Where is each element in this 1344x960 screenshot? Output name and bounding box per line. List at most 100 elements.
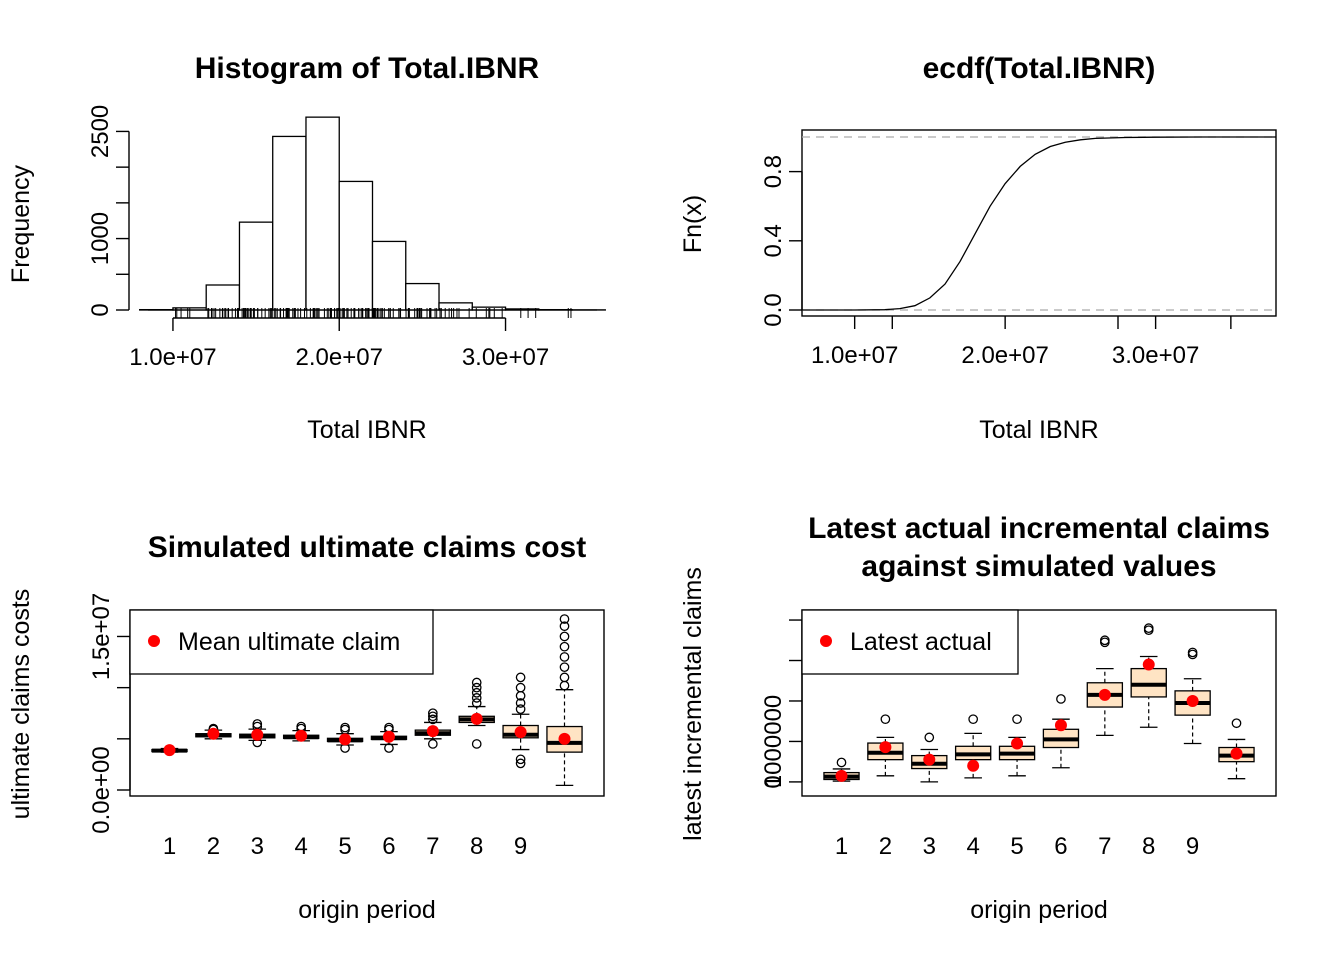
incremental-claims-outlier: [1099, 635, 1110, 646]
ultimate-claims-outlier: [427, 714, 438, 725]
ultimate-claims-mean-point: [382, 730, 395, 743]
ultimate-claims-outlier: [471, 698, 482, 708]
ultimate-claims-outlier: [515, 704, 526, 714]
ecdf-marks: 0.0 0.4 0.8 1.0e+07 2.0e+07 3.0e+07: [760, 129, 1277, 369]
incremental-claims-actual-point: [835, 769, 848, 782]
incremental-claims-outlier: [1231, 718, 1242, 729]
incremental-claims-outlier: [1012, 714, 1022, 725]
ultimate-claims-outlier: [427, 711, 438, 722]
ultimate-claims-outlier: [515, 758, 526, 769]
incremental-claims-actual-point: [1186, 694, 1199, 707]
incremental-claims-x-tick-label: 6: [1054, 833, 1067, 860]
ecdf-y-label: Fn(x): [679, 195, 707, 253]
ultimate-claims-mean-point: [558, 732, 571, 745]
ultimate-claims-outlier: [471, 687, 482, 698]
incremental-claims-x-tick-label: 2: [879, 833, 892, 860]
incremental-claims-legend-label: Latest actual: [850, 628, 992, 656]
ultimate-claims-legend-marker: [148, 635, 160, 647]
incremental-claims-x-tick-label: 3: [923, 833, 936, 860]
ultimate-claims-x-tick-label: 2: [207, 833, 220, 860]
incremental-claims-actual-point: [1142, 658, 1155, 671]
incremental-claims-outlier: [836, 757, 847, 768]
ecdf-line: [802, 136, 1276, 311]
histogram-y-tick-label: 2500: [87, 105, 114, 158]
histogram-x-tick-label: 1.0e+07: [129, 344, 216, 371]
incremental-claims-panel: Latest actual incremental claims against…: [679, 512, 1277, 924]
ultimate-claims-outlier: [515, 672, 526, 683]
incremental-claims-actual-point: [1011, 737, 1024, 750]
ultimate-claims-legend-box: [129, 609, 434, 675]
incremental-claims-x-tick-label: 9: [1186, 833, 1199, 860]
incremental-claims-x-tick-label: 7: [1098, 833, 1111, 860]
ecdf-x-tick-label: 1.0e+07: [811, 342, 898, 369]
ultimate-claims-x-tick-label: 9: [514, 833, 527, 860]
ultimate-claims-x-tick-label: 3: [251, 833, 264, 860]
incremental-claims-x-tick-label: 5: [1010, 833, 1023, 860]
incremental-claims-outlier: [1143, 623, 1154, 633]
incremental-claims-actual-point: [1098, 688, 1111, 701]
histogram-title: Histogram of Total.IBNR: [195, 52, 540, 85]
incremental-claims-actual-point: [967, 759, 980, 772]
ultimate-claims-mean-point: [470, 712, 483, 725]
ultimate-claims-outlier: [471, 682, 482, 693]
incremental-claims-x-tick-label: 4: [966, 833, 979, 860]
incremental-claims-legend-marker: [820, 635, 832, 647]
ultimate-claims-y-tick-label: 1.5e+07: [88, 593, 115, 680]
histogram-x-tick-label: 3.0e+07: [462, 344, 549, 371]
ecdf-plot-frame: [801, 129, 1277, 317]
ultimate-claims-x-label: origin period: [298, 896, 436, 924]
ultimate-claims-outlier: [559, 614, 570, 624]
ultimate-claims-x-tick-label: 1: [163, 833, 176, 860]
ultimate-claims-mean-point: [163, 744, 176, 757]
histogram-x-tick-label: 2.0e+07: [296, 344, 383, 371]
ultimate-claims-mean-point: [251, 728, 264, 741]
ultimate-claims-outlier: [559, 680, 570, 691]
ultimate-claims-mean-point: [207, 727, 220, 740]
ultimate-claims-x-tick-label: 8: [470, 833, 483, 860]
ecdf-y-tick-label: 0.0: [760, 293, 787, 326]
ultimate-claims-outlier: [515, 754, 526, 765]
incremental-claims-outlier: [880, 714, 891, 725]
histogram-panel: Histogram of Total.IBNR Total IBNR Frequ…: [7, 52, 606, 444]
incremental-claims-x-tick-label: 1: [835, 833, 848, 860]
ecdf-panel: ecdf(Total.IBNR) Total IBNR Fn(x) 0.0 0.4…: [679, 52, 1277, 444]
ecdf-x-tick-label: 3.0e+07: [1112, 342, 1199, 369]
ultimate-claims-x-tick-label: 6: [382, 833, 395, 860]
ultimate-claims-mean-point: [339, 733, 352, 746]
ultimate-claims-x-tick-label: 5: [338, 833, 351, 860]
incremental-claims-x-tick-label: 8: [1142, 833, 1155, 860]
ecdf-x-tick-label: 2.0e+07: [961, 342, 1048, 369]
histogram-marks: 0 1000 2500 1.0e+07 2.0e+07 3.0e+07: [87, 105, 606, 371]
ecdf-x-label: Total IBNR: [979, 416, 1098, 444]
ultimate-claims-mean-point: [295, 729, 308, 742]
incremental-claims-title-line-1: Latest actual incremental claims: [808, 512, 1270, 545]
histogram-y-tick-label: 0: [87, 303, 114, 316]
ultimate-claims-outlier: [559, 662, 570, 673]
histogram-bar: [238, 221, 274, 311]
ultimate-claims-panel: Simulated ultimate claims cost origin pe…: [7, 531, 605, 924]
incremental-claims-outlier: [1056, 694, 1066, 704]
incremental-claims-y-tick-label: 1000000: [760, 695, 787, 788]
ultimate-claims-y-label: ultimate claims costs: [7, 589, 35, 820]
ultimate-claims-outlier: [471, 693, 482, 703]
ecdf-title: ecdf(Total.IBNR): [923, 52, 1156, 85]
incremental-claims-box: [1130, 667, 1167, 698]
ultimate-claims-outlier: [340, 722, 350, 733]
ultimate-claims-mean-point: [426, 725, 439, 738]
incremental-claims-x-label: origin period: [970, 896, 1108, 924]
incremental-claims-title-line-2: against simulated values: [861, 550, 1216, 583]
ultimate-claims-outlier: [559, 672, 570, 683]
ultimate-claims-x-tick-label: 7: [426, 833, 439, 860]
incremental-claims-y-tick-label: 0: [760, 775, 787, 788]
ultimate-claims-title: Simulated ultimate claims cost: [148, 531, 586, 564]
incremental-claims-y-label: latest incremental claims: [679, 567, 707, 841]
incremental-claims-outlier: [924, 732, 935, 743]
incremental-claims-actual-point: [923, 753, 936, 766]
histogram-bar: [438, 302, 473, 311]
ultimate-claims-outlier: [559, 652, 570, 662]
ultimate-claims-legend-label: Mean ultimate claim: [178, 628, 400, 656]
ultimate-claims-x-tick-label: 4: [294, 833, 307, 860]
ultimate-claims-marks: 0.0e+00 1.5e+07 1 2 3 4 5 6 7 8 9 Mean ultimate cla…: [88, 593, 605, 860]
ecdf-y-tick-label: 0.8: [760, 155, 787, 188]
